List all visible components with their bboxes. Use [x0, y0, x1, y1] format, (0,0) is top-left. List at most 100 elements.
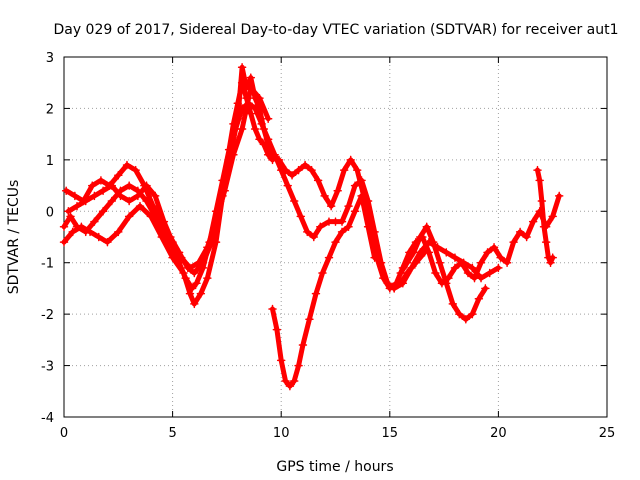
x-axis-label: GPS time / hours [276, 459, 393, 475]
data-point [396, 268, 405, 278]
data-point [192, 279, 201, 288]
data-point [333, 186, 342, 195]
data-point [66, 212, 75, 221]
data-point [283, 181, 292, 190]
data-point [350, 181, 360, 190]
data-point [363, 222, 373, 231]
data-point [548, 212, 557, 221]
data-point [535, 176, 544, 185]
y-tick-label: -4 [41, 411, 54, 426]
data-point [448, 299, 458, 309]
data-point [274, 155, 284, 165]
data-point [431, 268, 440, 278]
data-point [98, 186, 108, 195]
data-point [402, 258, 412, 267]
grid [64, 57, 607, 417]
data-point [124, 196, 134, 206]
data-point [85, 227, 95, 237]
data-point [59, 237, 69, 247]
data-point [476, 273, 486, 283]
data-point [107, 196, 117, 206]
series-trace [65, 85, 271, 271]
data-point [350, 207, 360, 216]
data-point [146, 212, 156, 221]
data-point [344, 201, 353, 211]
data-point [98, 207, 108, 216]
data-point [305, 315, 314, 324]
data-point [313, 176, 323, 185]
x-tick-label: 25 [599, 426, 616, 441]
data-point [522, 232, 531, 242]
series-arc-4 [64, 83, 273, 273]
data-point [272, 325, 282, 334]
data-point [379, 273, 388, 283]
data-point [159, 217, 169, 226]
data-point [337, 227, 347, 237]
data-point [203, 243, 212, 252]
data-point [546, 258, 555, 267]
data-point [407, 263, 416, 273]
data-point [533, 165, 542, 175]
series-arc-6 [396, 222, 490, 324]
data-point [203, 273, 212, 283]
data-point [194, 258, 203, 267]
data-point [90, 191, 99, 201]
x-tick-label: 20 [490, 426, 507, 441]
data-point [133, 191, 143, 201]
data-point [233, 114, 243, 123]
data-point [370, 253, 379, 262]
x-tick-label: 5 [168, 426, 176, 441]
series-arc-2 [59, 99, 429, 309]
y-tick-label: -3 [41, 360, 54, 375]
data-point [168, 237, 177, 247]
data-point [255, 135, 264, 144]
data-point [309, 232, 319, 242]
data-point [496, 253, 505, 262]
data-point [450, 253, 460, 262]
series-arc-3 [61, 63, 564, 293]
data-point [481, 284, 490, 293]
data-point [90, 217, 99, 226]
data-point [229, 150, 238, 159]
data-point [246, 83, 256, 93]
data-point [61, 186, 71, 195]
data-point [289, 196, 299, 206]
data-point [539, 222, 549, 231]
data-point [87, 181, 97, 190]
data-point [326, 201, 336, 211]
data-point [509, 237, 518, 247]
data-point [263, 114, 273, 123]
data-series [59, 63, 564, 391]
data-point [211, 217, 221, 226]
data-point [148, 201, 158, 211]
series-trace [398, 224, 488, 322]
data-point [281, 165, 290, 175]
series-trace [61, 100, 428, 307]
data-point [455, 309, 464, 319]
data-point [64, 207, 73, 216]
data-point [298, 340, 308, 350]
data-point [346, 155, 355, 165]
data-point [324, 253, 334, 262]
data-point [463, 268, 473, 278]
data-point [459, 258, 468, 267]
data-point [541, 237, 551, 247]
y-tick-label: 3 [46, 51, 54, 66]
y-tick-label: 2 [46, 102, 54, 117]
data-point [185, 289, 195, 298]
data-point [196, 289, 206, 298]
data-point [422, 222, 431, 231]
data-point [331, 237, 340, 247]
data-point [246, 109, 256, 118]
data-point [168, 253, 177, 262]
data-point [135, 201, 145, 211]
data-point [68, 227, 77, 237]
data-point [276, 356, 286, 365]
y-tick-label: 0 [46, 205, 54, 220]
data-point [528, 217, 538, 226]
data-point [468, 309, 477, 319]
plot-frame [63, 56, 608, 418]
data-point [548, 253, 557, 262]
data-point [476, 258, 486, 267]
data-point [424, 237, 434, 247]
